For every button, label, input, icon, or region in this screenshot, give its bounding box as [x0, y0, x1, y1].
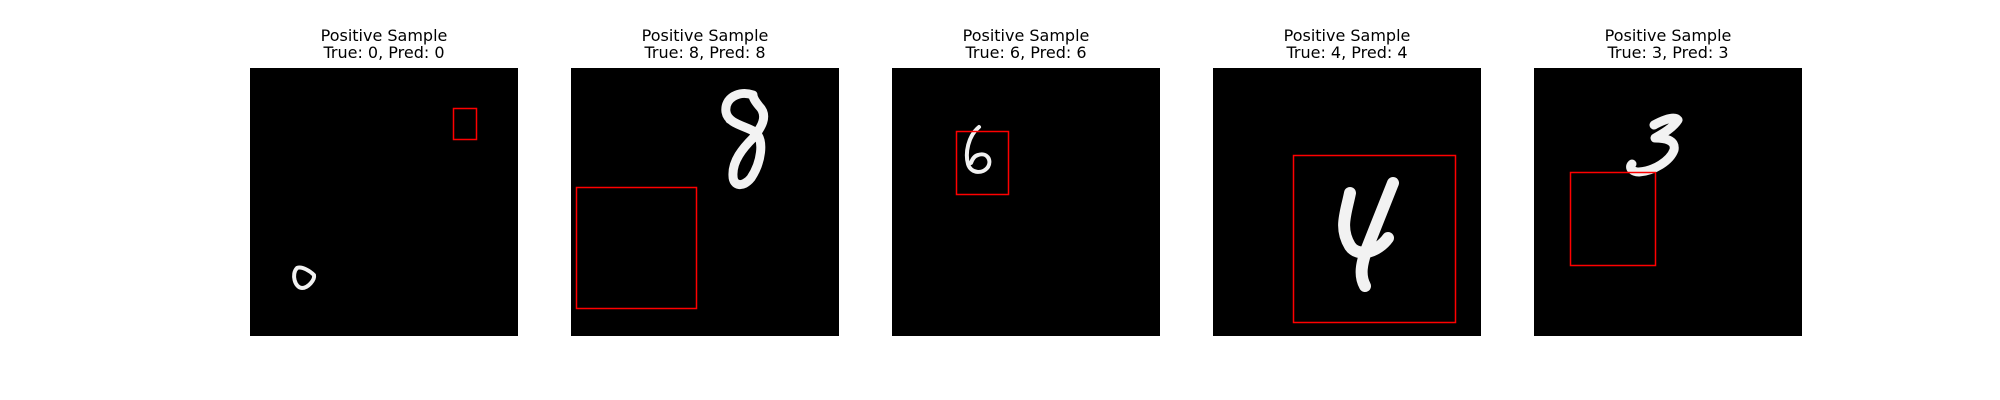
digit-stroke: [1338, 187, 1394, 259]
sample-panel-4: Positive Sample True: 4, Pred: 4: [1213, 0, 1481, 400]
sample-image: [250, 68, 518, 336]
sample-image: [1213, 68, 1481, 336]
digit-stroke: [725, 116, 757, 136]
panel-title-line: Positive Sample: [320, 26, 448, 45]
panel-subtitle-line: True: 0, Pred: 0: [323, 43, 445, 62]
sample-image-canvas: [1569, 113, 1683, 267]
detection-box: [575, 186, 698, 310]
panel-title-line: Positive Sample: [1604, 26, 1732, 45]
panel-title: Positive Sample True: 0, Pred: 0: [220, 27, 548, 61]
sample-panel-5: Positive Sample True: 3, Pred: 3: [1534, 0, 1802, 400]
sample-panel-3: Positive Sample True: 6, Pred: 6: [892, 0, 1160, 400]
panel-title: Positive Sample True: 6, Pred: 6: [862, 27, 1190, 61]
sample-image: [892, 68, 1160, 336]
detection-box: [1292, 154, 1457, 324]
panel-title-line: Positive Sample: [641, 26, 769, 45]
panel-subtitle-line: True: 8, Pred: 8: [644, 43, 766, 62]
sample-image-canvas: [575, 89, 769, 310]
digit-stroke: [292, 265, 317, 290]
panel-subtitle-line: True: 4, Pred: 4: [1286, 43, 1408, 62]
sample-panel-1: Positive Sample True: 0, Pred: 0: [250, 0, 518, 400]
panel-title: Positive Sample True: 4, Pred: 4: [1183, 27, 1511, 61]
digit-stroke: [1355, 177, 1399, 292]
panel-title: Positive Sample True: 3, Pred: 3: [1504, 27, 1832, 61]
panel-title-line: Positive Sample: [1283, 26, 1411, 45]
sample-image-canvas: [1292, 154, 1457, 324]
detection-box: [1569, 171, 1657, 267]
sample-image-canvas: [955, 125, 1010, 196]
detection-box: [452, 107, 478, 141]
panel-subtitle-line: True: 6, Pred: 6: [965, 43, 1087, 62]
panel-subtitle-line: True: 3, Pred: 3: [1607, 43, 1729, 62]
sample-image: [571, 68, 839, 336]
panel-title-line: Positive Sample: [962, 26, 1090, 45]
sample-panel-2: Positive Sample True: 8, Pred: 8: [571, 0, 839, 400]
digit-stroke: [721, 89, 769, 189]
digit-stroke: [964, 125, 992, 174]
digit-stroke: [1626, 113, 1683, 177]
panel-title: Positive Sample True: 8, Pred: 8: [541, 27, 869, 61]
sample-image-canvas: [292, 107, 478, 290]
sample-image: [1534, 68, 1802, 336]
detection-box: [955, 130, 1010, 196]
